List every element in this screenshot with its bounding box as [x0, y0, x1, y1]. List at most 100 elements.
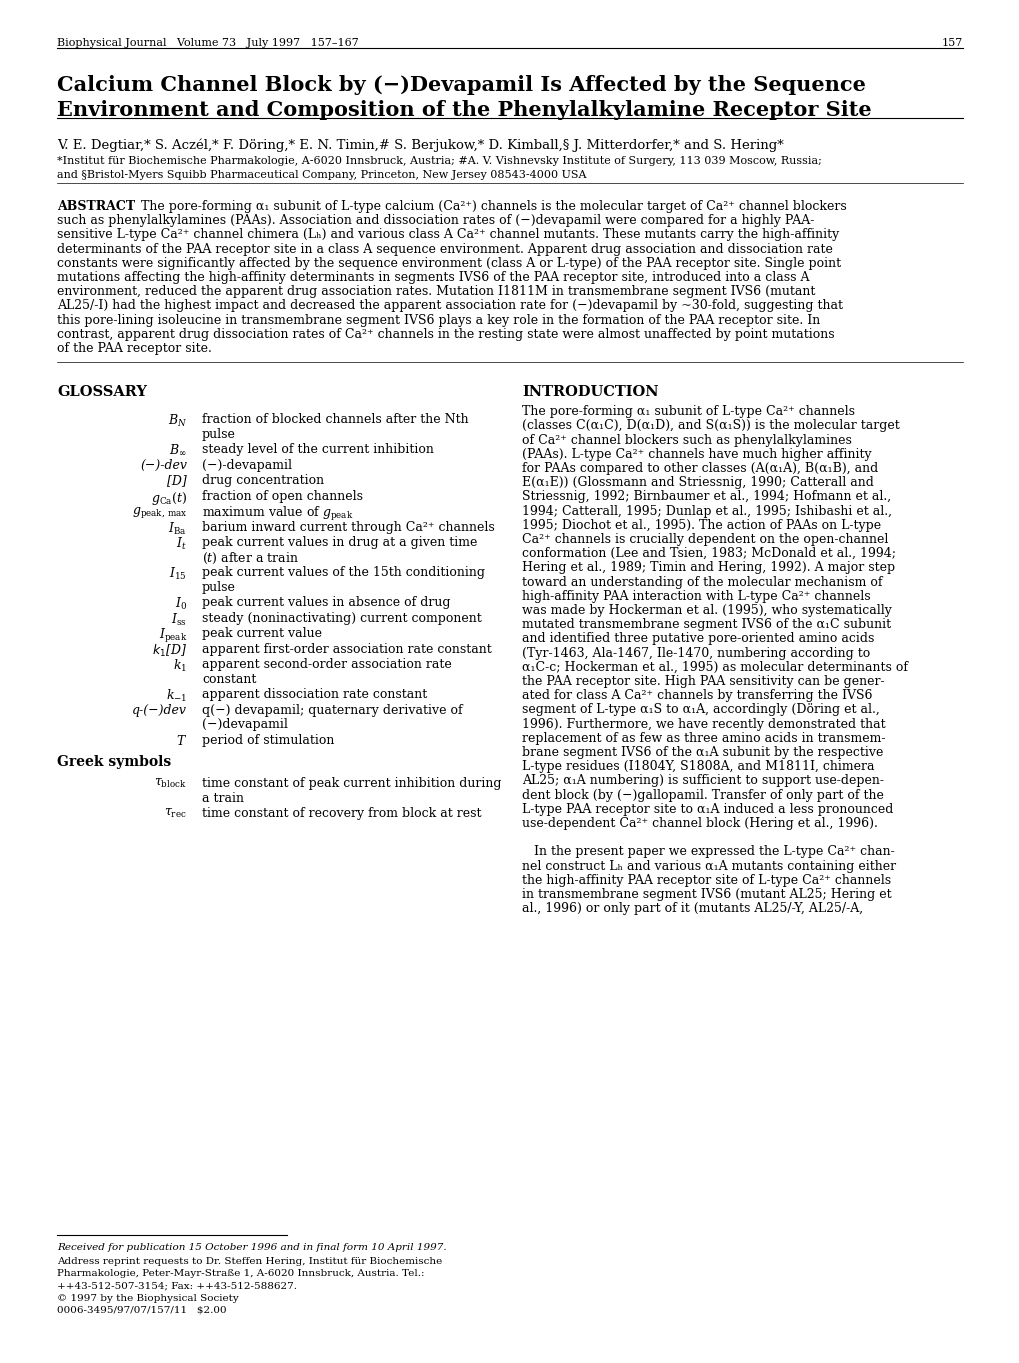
- Text: $B_N$: $B_N$: [167, 413, 186, 429]
- Text: $I_0$: $I_0$: [174, 596, 186, 612]
- Text: pulse: pulse: [202, 581, 235, 594]
- Text: apparent dissociation rate constant: apparent dissociation rate constant: [202, 688, 427, 701]
- Text: © 1997 by the Biophysical Society: © 1997 by the Biophysical Society: [57, 1293, 238, 1303]
- Text: of the PAA receptor site.: of the PAA receptor site.: [57, 342, 212, 354]
- Text: barium inward current through Ca²⁺ channels: barium inward current through Ca²⁺ chann…: [202, 521, 494, 534]
- Text: Hering et al., 1989; Timin and Hering, 1992). A major step: Hering et al., 1989; Timin and Hering, 1…: [522, 562, 895, 574]
- Text: $k_1$: $k_1$: [173, 658, 186, 675]
- Text: peak current values of the 15th conditioning: peak current values of the 15th conditio…: [202, 566, 484, 579]
- Text: a train: a train: [202, 792, 244, 804]
- Text: $k_1$[D]: $k_1$[D]: [152, 643, 186, 658]
- Text: Calcium Channel Block by (−)Devapamil Is Affected by the Sequence: Calcium Channel Block by (−)Devapamil Is…: [57, 75, 865, 95]
- Text: peak current values in drug at a given time: peak current values in drug at a given t…: [202, 536, 477, 549]
- Text: apparent first-order association rate constant: apparent first-order association rate co…: [202, 643, 491, 656]
- Text: mutated transmembrane segment IVS6 of the α₁C subunit: mutated transmembrane segment IVS6 of th…: [522, 619, 891, 631]
- Text: (−)-dev: (−)-dev: [140, 459, 186, 472]
- Text: 1996). Furthermore, we have recently demonstrated that: 1996). Furthermore, we have recently dem…: [522, 717, 884, 731]
- Text: q(−) devapamil; quaternary derivative of: q(−) devapamil; quaternary derivative of: [202, 703, 463, 717]
- Text: Received for publication 15 October 1996 and in final form 10 April 1997.: Received for publication 15 October 1996…: [57, 1243, 446, 1253]
- Text: Pharmakologie, Peter-Mayr-Straße 1, A-6020 Innsbruck, Austria. Tel.:: Pharmakologie, Peter-Mayr-Straße 1, A-60…: [57, 1269, 424, 1278]
- Text: steady level of the current inhibition: steady level of the current inhibition: [202, 443, 433, 457]
- Text: (−)devapamil: (−)devapamil: [202, 718, 287, 731]
- Text: GLOSSARY: GLOSSARY: [57, 386, 147, 399]
- Text: $\tau_{\rm rec}$: $\tau_{\rm rec}$: [164, 807, 186, 821]
- Text: AL25; α₁A numbering) is sufficient to support use-depen-: AL25; α₁A numbering) is sufficient to su…: [522, 774, 883, 788]
- Text: ++43-512-507-3154; Fax: ++43-512-588627.: ++43-512-507-3154; Fax: ++43-512-588627.: [57, 1281, 297, 1289]
- Text: of Ca²⁺ channel blockers such as phenylalkylamines: of Ca²⁺ channel blockers such as phenyla…: [522, 433, 851, 447]
- Text: Address reprint requests to Dr. Steffen Hering, Institut für Biochemische: Address reprint requests to Dr. Steffen …: [57, 1257, 442, 1266]
- Text: 1995; Diochot et al., 1995). The action of PAAs on L-type: 1995; Diochot et al., 1995). The action …: [522, 519, 880, 532]
- Text: L-type PAA receptor site to α₁A induced a less pronounced: L-type PAA receptor site to α₁A induced …: [522, 803, 893, 816]
- Text: AL25/-I) had the highest impact and decreased the apparent association rate for : AL25/-I) had the highest impact and decr…: [57, 300, 842, 312]
- Text: and §Bristol-Myers Squibb Pharmaceutical Company, Princeton, New Jersey 08543-40: and §Bristol-Myers Squibb Pharmaceutical…: [57, 170, 586, 180]
- Text: and identified three putative pore-oriented amino acids: and identified three putative pore-orien…: [522, 632, 873, 646]
- Text: maximum value of $g_{\rm peak}$: maximum value of $g_{\rm peak}$: [202, 506, 354, 523]
- Text: fraction of open channels: fraction of open channels: [202, 489, 363, 503]
- Text: (classes C(α₁C), D(α₁D), and S(α₁S)) is the molecular target: (classes C(α₁C), D(α₁D), and S(α₁S)) is …: [522, 420, 899, 432]
- Text: $\tau_{\rm block}$: $\tau_{\rm block}$: [154, 777, 186, 791]
- Text: E(α₁E)) (Glossmann and Striessnig, 1990; Catterall and: E(α₁E)) (Glossmann and Striessnig, 1990;…: [522, 476, 873, 489]
- Text: replacement of as few as three amino acids in transmem-: replacement of as few as three amino aci…: [522, 732, 884, 744]
- Text: $I_t$: $I_t$: [176, 536, 186, 552]
- Text: peak current values in absence of drug: peak current values in absence of drug: [202, 596, 450, 609]
- Text: for PAAs compared to other classes (A(α₁A), B(α₁B), and: for PAAs compared to other classes (A(α₁…: [522, 462, 877, 474]
- Text: In the present paper we expressed the L-type Ca²⁺ chan-: In the present paper we expressed the L-…: [522, 845, 894, 859]
- Text: 1994; Catterall, 1995; Dunlap et al., 1995; Ishibashi et al.,: 1994; Catterall, 1995; Dunlap et al., 19…: [522, 504, 892, 518]
- Text: al., 1996) or only part of it (mutants AL25/-Y, AL25/-A,: al., 1996) or only part of it (mutants A…: [522, 902, 862, 915]
- Text: use-dependent Ca²⁺ channel block (Hering et al., 1996).: use-dependent Ca²⁺ channel block (Hering…: [522, 816, 877, 830]
- Text: high-affinity PAA interaction with L-type Ca²⁺ channels: high-affinity PAA interaction with L-typ…: [522, 590, 870, 602]
- Text: α₁C-c; Hockerman et al., 1995) as molecular determinants of: α₁C-c; Hockerman et al., 1995) as molecu…: [522, 661, 907, 673]
- Text: the high-affinity PAA receptor site of L-type Ca²⁺ channels: the high-affinity PAA receptor site of L…: [522, 874, 891, 887]
- Text: $I_{\rm ss}$: $I_{\rm ss}$: [171, 612, 186, 628]
- Text: $g_{\rm peak,\, max}$: $g_{\rm peak,\, max}$: [131, 506, 186, 521]
- Text: Biophysical Journal   Volume 73   July 1997   157–167: Biophysical Journal Volume 73 July 1997 …: [57, 38, 359, 48]
- Text: (−)-devapamil: (−)-devapamil: [202, 459, 291, 472]
- Text: Ca²⁺ channels is crucially dependent on the open-channel: Ca²⁺ channels is crucially dependent on …: [522, 533, 888, 547]
- Text: $T$: $T$: [175, 733, 186, 748]
- Text: time constant of peak current inhibition during: time constant of peak current inhibition…: [202, 777, 501, 791]
- Text: Striessnig, 1992; Birnbaumer et al., 1994; Hofmann et al.,: Striessnig, 1992; Birnbaumer et al., 199…: [522, 491, 891, 503]
- Text: q-(−)dev: q-(−)dev: [131, 703, 186, 717]
- Text: in transmembrane segment IVS6 (mutant AL25; Hering et: in transmembrane segment IVS6 (mutant AL…: [522, 889, 891, 901]
- Text: was made by Hockerman et al. (1995), who systematically: was made by Hockerman et al. (1995), who…: [522, 604, 891, 617]
- Text: determinants of the PAA receptor site in a class A sequence environment. Apparen: determinants of the PAA receptor site in…: [57, 243, 833, 256]
- Text: sensitive L-type Ca²⁺ channel chimera (Lₕ) and various class A Ca²⁺ channel muta: sensitive L-type Ca²⁺ channel chimera (L…: [57, 229, 839, 241]
- Text: ABSTRACT: ABSTRACT: [57, 200, 135, 213]
- Text: constants were significantly affected by the sequence environment (class A or L-: constants were significantly affected by…: [57, 256, 841, 270]
- Text: $g_{\rm Ca}(t)$: $g_{\rm Ca}(t)$: [151, 489, 186, 507]
- Text: $I_{\rm peak}$: $I_{\rm peak}$: [158, 627, 186, 645]
- Text: segment of L-type α₁S to α₁A, accordingly (Döring et al.,: segment of L-type α₁S to α₁A, accordingl…: [522, 703, 878, 717]
- Text: steady (noninactivating) current component: steady (noninactivating) current compone…: [202, 612, 481, 624]
- Text: toward an understanding of the molecular mechanism of: toward an understanding of the molecular…: [522, 575, 881, 589]
- Text: contrast, apparent drug dissociation rates of Ca²⁺ channels in the resting state: contrast, apparent drug dissociation rat…: [57, 327, 834, 341]
- Text: time constant of recovery from block at rest: time constant of recovery from block at …: [202, 807, 481, 821]
- Text: 0006-3495/97/07/157/11   $2.00: 0006-3495/97/07/157/11 $2.00: [57, 1306, 226, 1315]
- Text: mutations affecting the high-affinity determinants in segments IVS6 of the PAA r: mutations affecting the high-affinity de…: [57, 271, 809, 284]
- Text: 157: 157: [941, 38, 962, 48]
- Text: [D]: [D]: [167, 474, 186, 487]
- Text: $B_\infty$: $B_\infty$: [169, 443, 186, 458]
- Text: pulse: pulse: [202, 428, 235, 440]
- Text: V. E. Degtiar,* S. Aczél,* F. Döring,* E. N. Timin,# S. Berjukow,* D. Kimball,§ : V. E. Degtiar,* S. Aczél,* F. Döring,* E…: [57, 138, 783, 151]
- Text: such as phenylalkylamines (PAAs). Association and dissociation rates of (−)devap: such as phenylalkylamines (PAAs). Associ…: [57, 214, 813, 228]
- Text: peak current value: peak current value: [202, 627, 322, 641]
- Text: dent block (by (−)gallopamil. Transfer of only part of the: dent block (by (−)gallopamil. Transfer o…: [522, 789, 883, 801]
- Text: $I_{\rm Ba}$: $I_{\rm Ba}$: [168, 521, 186, 537]
- Text: INTRODUCTION: INTRODUCTION: [522, 386, 658, 399]
- Text: Greek symbols: Greek symbols: [57, 755, 171, 769]
- Text: *Institut für Biochemische Pharmakologie, A-6020 Innsbruck, Austria; #A. V. Vish: *Institut für Biochemische Pharmakologie…: [57, 155, 821, 166]
- Text: Environment and Composition of the Phenylalkylamine Receptor Site: Environment and Composition of the Pheny…: [57, 99, 871, 120]
- Text: The pore-forming α₁ subunit of L-type Ca²⁺ channels: The pore-forming α₁ subunit of L-type Ca…: [522, 405, 854, 418]
- Text: $I_{15}$: $I_{15}$: [169, 566, 186, 582]
- Text: this pore-lining isoleucine in transmembrane segment IVS6 plays a key role in th: this pore-lining isoleucine in transmemb…: [57, 313, 819, 327]
- Text: period of stimulation: period of stimulation: [202, 733, 334, 747]
- Text: The pore-forming α₁ subunit of L-type calcium (Ca²⁺) channels is the molecular t: The pore-forming α₁ subunit of L-type ca…: [128, 200, 846, 213]
- Text: apparent second-order association rate: apparent second-order association rate: [202, 658, 451, 671]
- Text: L-type residues (I1804Y, S1808A, and M1811I, chimera: L-type residues (I1804Y, S1808A, and M18…: [522, 761, 873, 773]
- Text: (PAAs). L-type Ca²⁺ channels have much higher affinity: (PAAs). L-type Ca²⁺ channels have much h…: [522, 448, 871, 461]
- Text: $k_{-1}$: $k_{-1}$: [165, 688, 186, 705]
- Text: conformation (Lee and Tsien, 1983; McDonald et al., 1994;: conformation (Lee and Tsien, 1983; McDon…: [522, 547, 895, 560]
- Text: the PAA receptor site. High PAA sensitivity can be gener-: the PAA receptor site. High PAA sensitiv…: [522, 675, 883, 688]
- Text: fraction of blocked channels after the Nth: fraction of blocked channels after the N…: [202, 413, 468, 427]
- Text: ($t$) after a train: ($t$) after a train: [202, 551, 299, 566]
